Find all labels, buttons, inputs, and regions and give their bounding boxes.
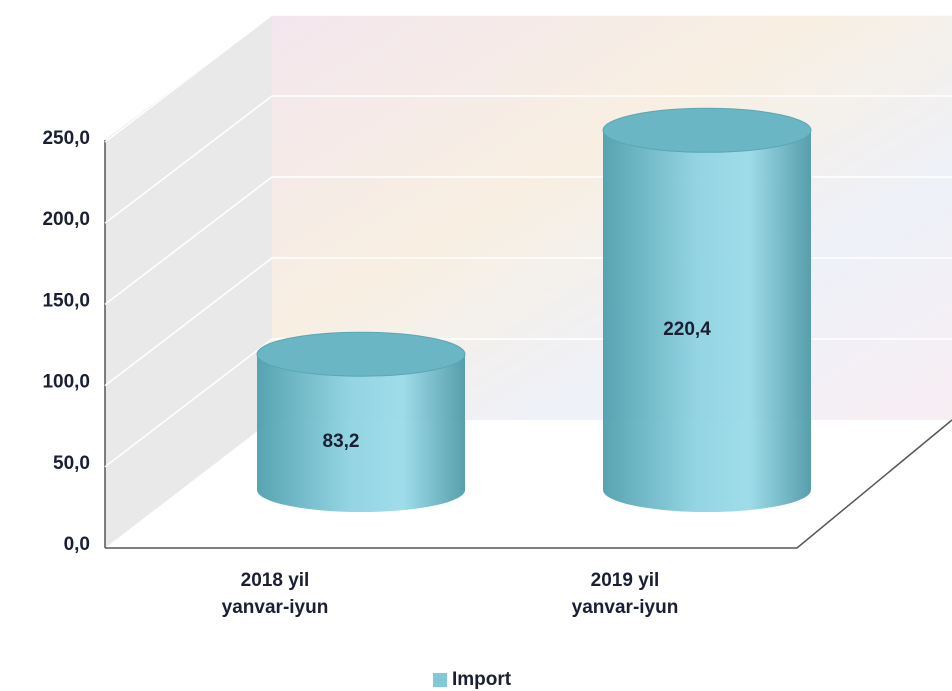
grid-line bbox=[104, 95, 952, 224]
bar-top bbox=[256, 331, 466, 377]
bar-top bbox=[602, 107, 812, 153]
x-tick-label: 2018 yil bbox=[241, 570, 310, 591]
x-tick-label: yanvar-iyun bbox=[222, 597, 329, 618]
y-tick-label: 100,0 bbox=[42, 372, 90, 393]
x-tick-label: 2019 yil bbox=[591, 570, 660, 591]
value-label: 220,4 bbox=[663, 319, 711, 340]
y-tick-label: 250,0 bbox=[42, 128, 90, 149]
y-tick-label: 150,0 bbox=[42, 290, 90, 311]
side-wall bbox=[105, 15, 272, 548]
legend-label: Import bbox=[452, 669, 512, 690]
legend-swatch bbox=[433, 673, 447, 687]
bar bbox=[257, 354, 465, 512]
y-tick-label: 50,0 bbox=[53, 453, 90, 474]
y-tick-label: 0,0 bbox=[64, 534, 90, 555]
value-label: 83,2 bbox=[323, 431, 360, 452]
y-tick-label: 200,0 bbox=[42, 209, 90, 230]
floor-edge bbox=[105, 419, 952, 549]
bar bbox=[603, 130, 811, 513]
grid-line bbox=[104, 14, 952, 143]
x-tick-label: yanvar-iyun bbox=[572, 597, 679, 618]
